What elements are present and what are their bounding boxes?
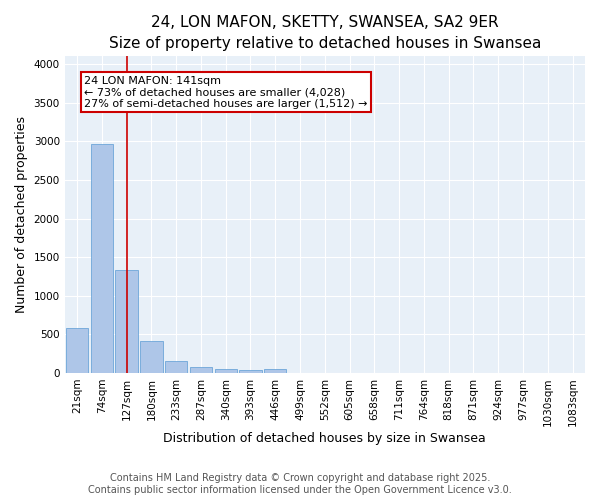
Bar xyxy=(264,369,286,373)
Bar xyxy=(190,367,212,373)
Bar xyxy=(239,370,262,373)
Title: 24, LON MAFON, SKETTY, SWANSEA, SA2 9ER
Size of property relative to detached ho: 24, LON MAFON, SKETTY, SWANSEA, SA2 9ER … xyxy=(109,15,541,51)
Text: Contains HM Land Registry data © Crown copyright and database right 2025.
Contai: Contains HM Land Registry data © Crown c… xyxy=(88,474,512,495)
Y-axis label: Number of detached properties: Number of detached properties xyxy=(15,116,28,313)
Bar xyxy=(215,369,237,373)
Text: 24 LON MAFON: 141sqm
← 73% of detached houses are smaller (4,028)
27% of semi-de: 24 LON MAFON: 141sqm ← 73% of detached h… xyxy=(85,76,368,109)
Bar xyxy=(91,144,113,373)
X-axis label: Distribution of detached houses by size in Swansea: Distribution of detached houses by size … xyxy=(163,432,486,445)
Bar xyxy=(165,360,187,373)
Bar xyxy=(140,340,163,373)
Bar xyxy=(115,270,138,373)
Bar xyxy=(66,328,88,373)
